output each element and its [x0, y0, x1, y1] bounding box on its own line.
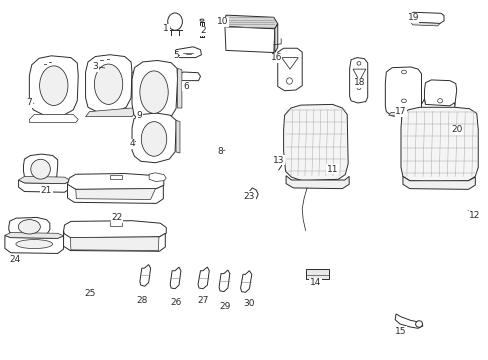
Polygon shape: [281, 58, 298, 69]
Polygon shape: [176, 72, 200, 81]
Text: 10: 10: [216, 17, 228, 26]
Text: 1: 1: [163, 24, 169, 33]
Text: 30: 30: [243, 299, 255, 307]
Text: 4: 4: [129, 139, 135, 148]
Polygon shape: [173, 47, 201, 58]
Polygon shape: [136, 99, 155, 106]
Text: 22: 22: [111, 213, 123, 222]
Text: 12: 12: [468, 211, 479, 220]
Polygon shape: [63, 231, 165, 251]
Polygon shape: [140, 265, 150, 286]
Polygon shape: [385, 67, 421, 117]
Bar: [110, 175, 122, 179]
Polygon shape: [132, 113, 176, 163]
Polygon shape: [85, 55, 132, 112]
Text: 15: 15: [394, 327, 406, 336]
Polygon shape: [29, 114, 78, 122]
Polygon shape: [67, 184, 163, 203]
Polygon shape: [352, 69, 365, 81]
Polygon shape: [421, 99, 454, 130]
Ellipse shape: [19, 220, 40, 234]
Ellipse shape: [401, 70, 406, 74]
Bar: [110, 222, 122, 226]
Text: 8: 8: [217, 147, 223, 156]
Polygon shape: [170, 267, 181, 289]
Text: 20: 20: [450, 125, 462, 134]
Polygon shape: [248, 188, 258, 200]
Polygon shape: [9, 217, 50, 236]
Polygon shape: [132, 60, 177, 122]
Text: 6: 6: [183, 82, 188, 91]
Ellipse shape: [31, 159, 50, 179]
Polygon shape: [5, 235, 63, 253]
Ellipse shape: [415, 321, 422, 327]
Polygon shape: [410, 12, 443, 23]
Ellipse shape: [140, 71, 168, 113]
Polygon shape: [400, 107, 477, 182]
Text: 21: 21: [41, 186, 52, 195]
Polygon shape: [70, 237, 159, 251]
Polygon shape: [19, 176, 71, 184]
Polygon shape: [29, 56, 78, 115]
Ellipse shape: [437, 99, 442, 103]
Polygon shape: [176, 120, 180, 153]
Polygon shape: [137, 99, 154, 102]
Polygon shape: [285, 176, 348, 189]
Text: 13: 13: [272, 156, 284, 165]
Polygon shape: [132, 72, 136, 99]
Ellipse shape: [167, 13, 182, 30]
Text: 18: 18: [353, 78, 365, 87]
Text: 24: 24: [9, 255, 20, 264]
Ellipse shape: [286, 78, 292, 84]
Polygon shape: [149, 173, 166, 181]
Polygon shape: [23, 154, 58, 181]
Polygon shape: [240, 271, 251, 292]
Text: 28: 28: [136, 296, 147, 305]
Polygon shape: [224, 15, 277, 29]
Text: 23: 23: [243, 192, 255, 201]
Ellipse shape: [16, 240, 53, 248]
Polygon shape: [388, 112, 419, 118]
Text: 17: 17: [394, 107, 406, 116]
Polygon shape: [349, 58, 367, 103]
Text: 3: 3: [92, 62, 98, 71]
Polygon shape: [19, 180, 71, 192]
Polygon shape: [394, 314, 422, 328]
Text: 26: 26: [170, 298, 182, 307]
Ellipse shape: [94, 64, 122, 104]
Ellipse shape: [356, 62, 360, 65]
Text: 25: 25: [84, 289, 96, 298]
Text: 27: 27: [197, 296, 208, 305]
Polygon shape: [410, 20, 439, 26]
Text: 2: 2: [200, 26, 205, 35]
Polygon shape: [67, 174, 163, 190]
Polygon shape: [219, 270, 229, 292]
Ellipse shape: [40, 66, 68, 105]
Polygon shape: [198, 267, 209, 289]
Polygon shape: [63, 221, 166, 238]
Polygon shape: [277, 48, 302, 91]
Text: 11: 11: [326, 165, 338, 174]
Text: 19: 19: [407, 13, 418, 22]
Ellipse shape: [200, 19, 203, 21]
Polygon shape: [85, 108, 136, 117]
Polygon shape: [177, 68, 182, 108]
Ellipse shape: [141, 122, 166, 156]
Polygon shape: [274, 24, 277, 53]
Polygon shape: [5, 233, 63, 238]
Text: 7: 7: [26, 98, 32, 107]
Bar: [305, 269, 328, 279]
Polygon shape: [402, 176, 474, 189]
Ellipse shape: [401, 99, 406, 103]
Text: 5: 5: [173, 51, 179, 60]
Polygon shape: [283, 104, 347, 181]
Polygon shape: [76, 189, 155, 199]
Text: 29: 29: [219, 302, 230, 311]
Polygon shape: [424, 80, 456, 109]
Text: 9: 9: [136, 111, 142, 120]
Text: 14: 14: [309, 278, 321, 287]
Polygon shape: [224, 27, 274, 53]
Ellipse shape: [356, 86, 360, 90]
Text: 16: 16: [270, 53, 282, 62]
